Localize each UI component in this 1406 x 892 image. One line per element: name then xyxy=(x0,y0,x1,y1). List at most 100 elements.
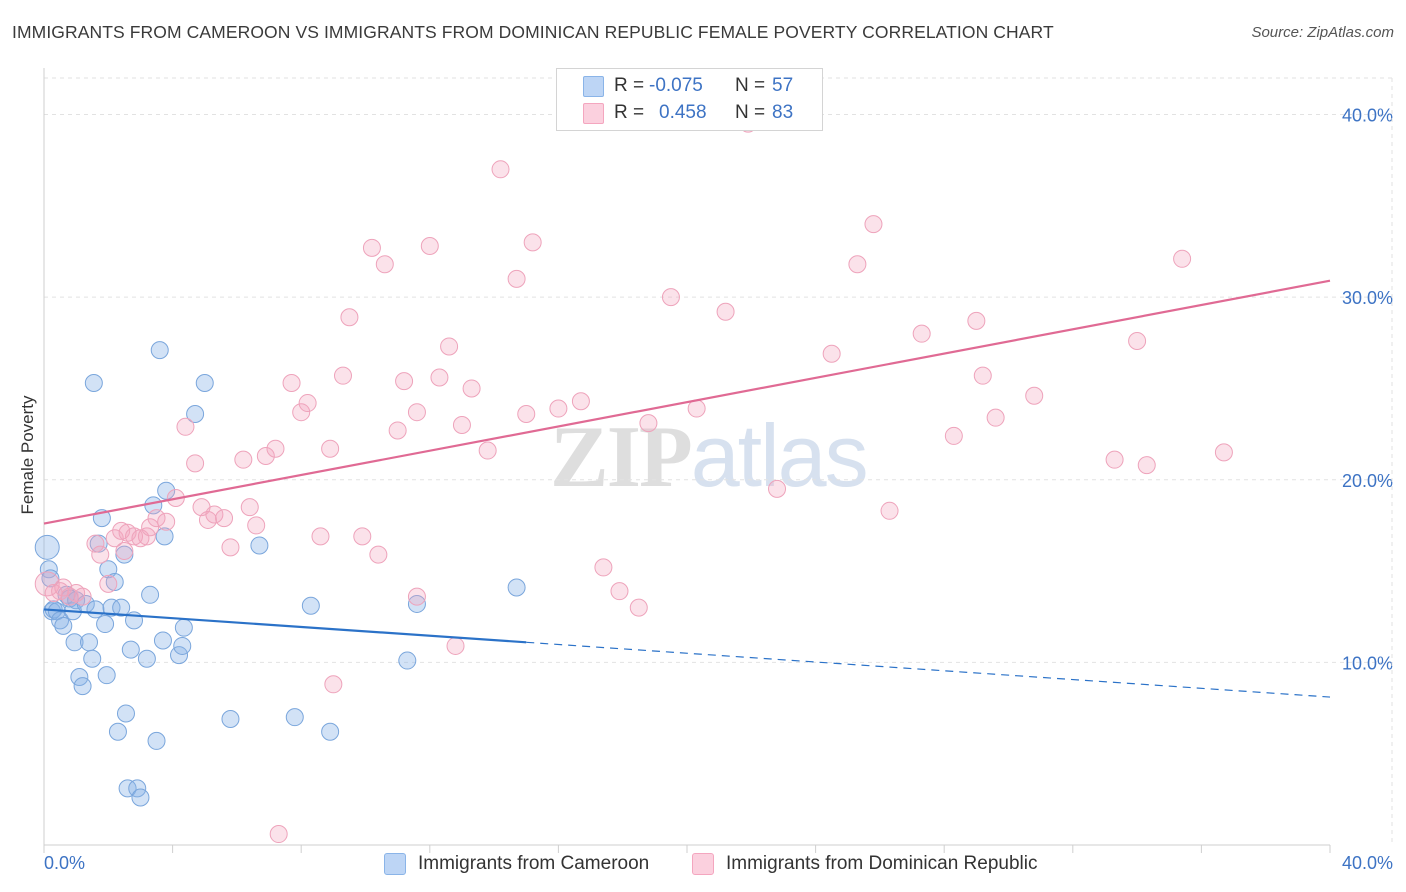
cameroon-point xyxy=(321,722,340,741)
cameroon-point xyxy=(86,600,105,619)
cameroon-point xyxy=(84,373,103,392)
cameroon-point xyxy=(105,573,124,592)
dominican-point xyxy=(571,392,590,411)
dominican-point xyxy=(523,233,542,252)
dominican-point xyxy=(912,324,931,343)
cameroon-point xyxy=(153,631,172,650)
dominican-point xyxy=(324,675,343,694)
cameroon-point xyxy=(221,709,240,728)
y-tick-label: 30.0% xyxy=(1342,288,1393,308)
dominican-point xyxy=(517,405,536,424)
cameroon-point xyxy=(121,640,140,659)
dominican-point xyxy=(629,598,648,617)
cameroon-point xyxy=(285,708,304,727)
dominican-point xyxy=(1137,456,1156,475)
cameroon-point xyxy=(131,788,150,807)
dominican-point xyxy=(34,571,60,597)
dominican-trend-line xyxy=(43,279,1331,525)
cameroon-point xyxy=(301,596,320,615)
dominican-point xyxy=(369,545,388,564)
cameroon-point xyxy=(173,636,192,655)
dominican-point xyxy=(1128,331,1147,350)
dominican-point xyxy=(73,587,92,606)
dominican-point xyxy=(864,215,883,234)
x-tick-label-max: 40.0% xyxy=(1342,853,1393,873)
dominican-point xyxy=(215,509,234,528)
correlation-legend: R = -0.075 N = 57 R = 0.458 N = 83 xyxy=(556,68,823,131)
dominican-point xyxy=(321,439,340,458)
dominican-point xyxy=(388,421,407,440)
dominican-point xyxy=(440,337,459,356)
dominican-point xyxy=(176,417,195,436)
cameroon-point xyxy=(141,585,160,604)
legend-row-cameroon: R = -0.075 N = 57 xyxy=(557,73,822,99)
dominican-point xyxy=(716,302,735,321)
dominican-point xyxy=(610,582,629,601)
dominican-point xyxy=(99,574,118,593)
dominican-point xyxy=(256,447,275,466)
dominican-point xyxy=(362,238,381,257)
dominican-point xyxy=(125,527,144,546)
dominican-point xyxy=(234,450,253,469)
cameroon-trend-line xyxy=(43,608,527,644)
cameroon-point xyxy=(118,779,137,798)
dominican-point xyxy=(91,545,110,564)
dominican-point xyxy=(986,408,1005,427)
dominican-point xyxy=(407,403,426,422)
dominican-point xyxy=(311,527,330,546)
dominican-point xyxy=(848,255,867,274)
dominican-point xyxy=(491,160,510,179)
dominican-point xyxy=(51,582,70,601)
legend-row-dominican: R = 0.458 N = 83 xyxy=(557,100,822,126)
dominican-point xyxy=(298,394,317,413)
dominican-point xyxy=(282,373,301,392)
dominican-point xyxy=(452,415,471,434)
dominican-point xyxy=(967,311,986,330)
watermark: ZIPatlas xyxy=(550,405,869,508)
dominican-point xyxy=(221,538,240,557)
source-label: Source: ZipAtlas.com xyxy=(1251,24,1394,41)
cameroon-point xyxy=(108,722,127,741)
cameroon-swatch xyxy=(583,76,604,97)
cameroon-point xyxy=(157,481,176,500)
legend-label-cameroon: Immigrants from Cameroon xyxy=(418,853,650,874)
cameroon-point xyxy=(150,341,169,360)
dominican-point xyxy=(375,255,394,274)
dominican-point xyxy=(973,366,992,385)
dominican-point xyxy=(147,509,166,528)
cameroon-point xyxy=(195,373,214,392)
cameroon-point xyxy=(174,618,193,637)
dominican-point xyxy=(462,379,481,398)
n-label: N = xyxy=(735,75,766,96)
r-label: R = xyxy=(614,75,645,96)
cameroon-point xyxy=(137,649,156,668)
dominican-point xyxy=(1214,443,1233,462)
dominican-point xyxy=(407,587,426,606)
cameroon-point xyxy=(96,615,115,634)
dominican-point xyxy=(420,237,439,256)
dominican-point xyxy=(507,269,526,288)
dominican-point xyxy=(594,558,613,577)
dominican-point xyxy=(822,344,841,363)
cameroon-point xyxy=(407,594,426,613)
dominican-point xyxy=(1173,249,1192,268)
dominican-point xyxy=(639,414,658,433)
y-tick-label: 10.0% xyxy=(1342,653,1393,673)
dominican-point xyxy=(687,399,706,418)
cameroon-trend-extension xyxy=(526,641,1331,698)
cameroon-point xyxy=(34,534,60,560)
watermark-atlas: atlas xyxy=(690,406,869,505)
dominican-point xyxy=(1105,450,1124,469)
y-tick-label: 20.0% xyxy=(1342,471,1393,491)
dominican-point xyxy=(430,368,449,387)
cameroon-point xyxy=(65,633,84,652)
cameroon-point xyxy=(155,527,174,546)
dominican-point xyxy=(205,505,224,524)
cameroon-point xyxy=(51,611,70,630)
dominican-point xyxy=(880,501,899,520)
dominican-point xyxy=(186,454,205,473)
y-tick-label: 40.0% xyxy=(1342,106,1393,126)
dominican-point xyxy=(333,366,352,385)
dominican-point xyxy=(157,512,176,531)
dominican-point xyxy=(661,288,680,307)
